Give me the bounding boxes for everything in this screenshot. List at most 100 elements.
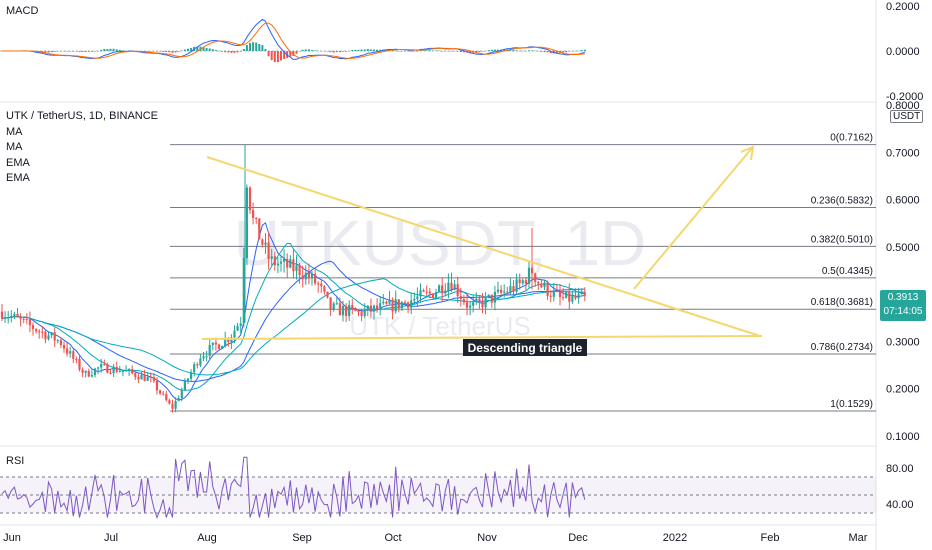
candle-body [307,272,310,279]
candle-body [441,285,444,294]
macd-histogram-bar [524,50,527,52]
candle-body [137,377,140,380]
candle-body [416,296,419,299]
macd-histogram-bar [168,51,171,53]
candle-body [103,364,106,366]
candle-body [351,305,354,309]
candle-body [261,239,264,245]
macd-histogram-bar [568,51,571,52]
candle-body [407,302,410,308]
macd-histogram-bar [379,49,382,51]
macd-histogram-bar [577,50,580,52]
breakout-arrow[interactable] [633,147,753,290]
rsi-legend: RSI [6,454,24,470]
macd-histogram-bar [407,51,410,52]
macd-histogram-bar [583,49,586,51]
indicator-ema-1[interactable]: EMA [6,156,30,169]
candle-body [413,298,416,301]
macd-histogram-bar [342,51,344,52]
candle-body [360,311,363,317]
candle-body [193,364,196,373]
candle-body [487,294,490,297]
candle-body [394,299,397,312]
macd-histogram-bar [329,51,332,53]
candle-body [431,293,434,298]
macd-histogram-bar [180,50,183,52]
symbol-title[interactable]: UTK / TetherUS, 1D, BINANCE [6,110,159,122]
candle-body [162,393,165,395]
candle-body [245,187,248,259]
candle-body [329,297,332,310]
macd-histogram-bar [264,49,267,51]
indicator-ema-2[interactable]: EMA [6,172,30,184]
candle-body [115,366,118,372]
macd-histogram-bar [149,51,152,52]
time-tick-label: Jun [3,532,21,544]
candle-body [47,335,50,340]
candle-body [419,290,422,297]
price-axis-background [876,0,932,550]
macd-histogram-bar [450,51,453,52]
triangle-support-line[interactable] [201,335,763,340]
indicator-ma-1[interactable]: MA [6,125,23,138]
candle-body [332,303,335,310]
macd-histogram-bar [555,51,558,54]
macd-histogram-bar [317,50,320,52]
macd-histogram-bar [59,51,62,52]
macd-histogram-bar [249,42,251,51]
macd-histogram-bar [304,49,307,51]
macd-histogram-bar [56,51,59,52]
macd-histogram-bar [400,51,403,52]
macd-histogram-bar [283,51,286,59]
candle-body [524,280,527,284]
macd-signal-line [2,22,585,59]
macd-histogram-bar [562,51,565,53]
candle-body [66,348,69,354]
triangle-upper-trendline[interactable] [206,156,761,337]
candle-body [208,345,211,356]
macd-histogram-bar [106,48,109,51]
macd-histogram-bar [78,51,81,52]
candle-body [214,342,217,345]
candle-body [568,291,571,302]
candle-body [400,302,403,309]
macd-histogram-bar [208,48,211,51]
candle-body [159,390,162,394]
candle-body [56,340,59,342]
candle-body [90,375,93,377]
macd-histogram-bar [459,51,462,53]
macd-histogram-bar [152,51,155,52]
candle-body [128,369,131,371]
macd-histogram-bar [233,51,236,53]
macd-pane [0,18,588,63]
rsi-label: RSI [6,455,25,467]
candle-body [78,358,81,370]
macd-histogram-bar [338,51,341,53]
candle-body [456,284,459,296]
macd-histogram-bar [509,49,512,51]
macd-histogram-bar [115,49,118,51]
candle-body [537,281,540,284]
candle-body [183,380,186,391]
candle-body [549,295,552,297]
macd-histogram-bar [273,51,276,63]
fib-level-label: 0.236(0.5832) [811,196,873,207]
macd-histogram-bar [221,51,224,52]
candle-body [4,317,7,319]
macd-histogram-bar [320,50,323,52]
candle-body [385,301,388,304]
macd-histogram-bar [435,50,437,52]
macd-histogram-bar [230,51,233,53]
candle-body [19,316,22,319]
indicator-ma-2[interactable]: MA [6,141,23,153]
candle-body [177,398,180,401]
macd-histogram-bar [41,51,44,53]
candle-body [465,302,469,308]
macd-histogram-bar [94,51,96,52]
candle-body [100,364,103,368]
macd-histogram-bar [549,51,552,54]
macd-histogram-bar [521,50,524,52]
candle-body [81,369,84,373]
macd-histogram-bar [481,51,484,52]
